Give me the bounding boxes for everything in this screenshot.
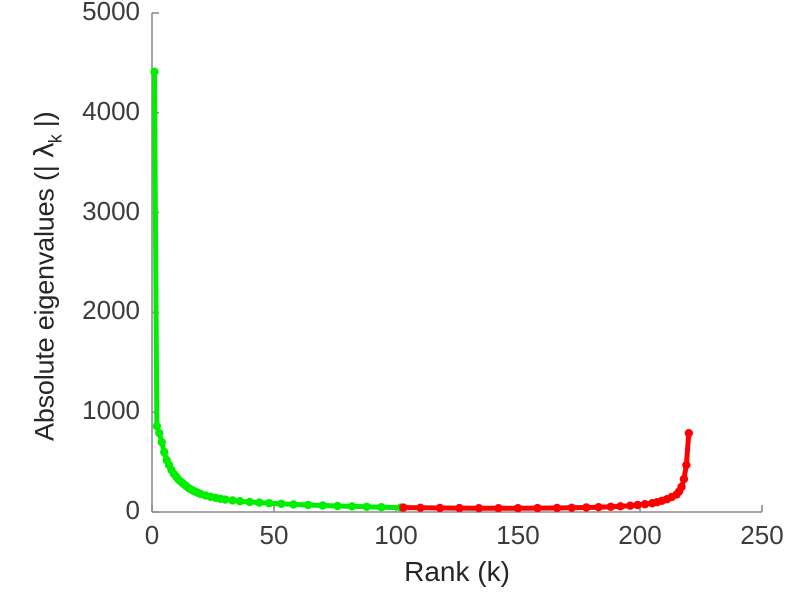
y-tick-label: 5000 xyxy=(82,0,140,26)
y-tick-label: 1000 xyxy=(82,395,140,426)
lambda-subscript: k xyxy=(45,134,66,144)
x-tick-label: 50 xyxy=(259,520,289,550)
x-tick-label: 0 xyxy=(144,520,160,550)
lambda-symbol: λ xyxy=(29,142,61,159)
chart-svg xyxy=(150,12,763,513)
x-tick-label: 100 xyxy=(374,520,418,550)
y-tick-label: 2000 xyxy=(82,295,140,326)
y-tick-label: 4000 xyxy=(82,95,140,126)
x-tick-label: 150 xyxy=(496,520,540,550)
x-tick-label: 200 xyxy=(618,520,662,550)
x-tick-label: 250 xyxy=(740,520,784,550)
axis-lines xyxy=(151,13,762,513)
plot-area xyxy=(150,12,763,513)
tick-marks xyxy=(151,12,763,513)
y-tick-label: 3000 xyxy=(82,195,140,226)
data-series-group xyxy=(150,67,693,513)
y-axis-label: Absolute eigenvalues (| λk |) xyxy=(30,16,67,536)
x-axis-label: Rank (k) xyxy=(404,556,510,587)
y-tick-label: 0 xyxy=(125,495,140,525)
